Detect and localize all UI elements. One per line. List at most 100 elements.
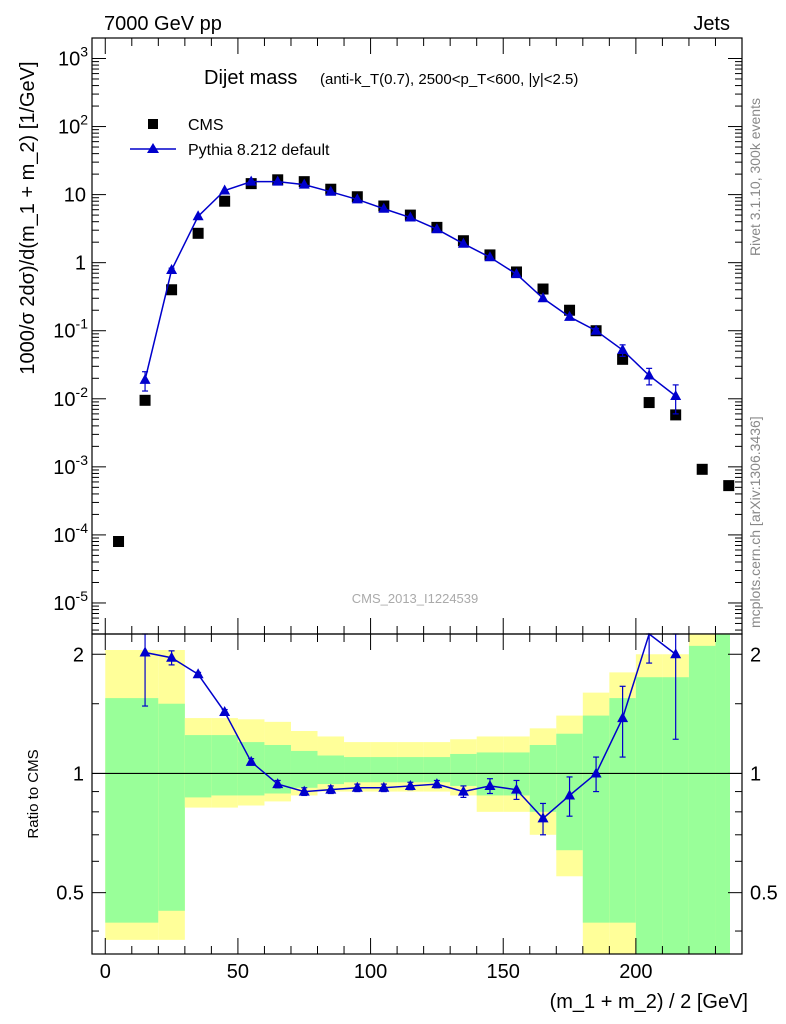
- ratio-pythia-point: [617, 712, 629, 723]
- inner-band-segment: [450, 753, 477, 786]
- main-data-layer: [113, 174, 735, 548]
- ratio-pythia-point: [219, 705, 231, 716]
- ratio-pythia-point: [564, 789, 576, 800]
- pythia-data-point: [617, 344, 629, 355]
- pythia-data-point: [404, 211, 416, 222]
- inner-band-segment: [715, 634, 730, 954]
- legend-label-pythia: Pythia 8.212 default: [188, 142, 330, 159]
- pythia-data-point: [139, 373, 151, 384]
- cms-data-point: [564, 304, 576, 316]
- ratio-ticks: 0 50 100 150 200 0.5 0.5 1 1 2 2: [56, 634, 778, 983]
- watermark: CMS_2013_I1224539: [352, 591, 479, 606]
- pythia-data-point: [564, 310, 576, 321]
- cms-data-point: [219, 195, 231, 207]
- pythia-data-point: [325, 185, 337, 196]
- pythia-data-point: [378, 202, 390, 213]
- pythia-data-point: [166, 264, 178, 275]
- y-tick-label: 10-1: [53, 316, 88, 343]
- ratio-pythia-point: [272, 778, 284, 789]
- pythia-data-point: [245, 175, 257, 186]
- cms-data-point: [537, 283, 549, 295]
- ratio-pythia-point: [351, 781, 363, 792]
- pythia-data-point: [431, 223, 443, 234]
- inner-band-segment: [529, 744, 557, 812]
- y-tick-label: 103: [58, 43, 88, 70]
- plot-title-detail: (anti-k_T(0.7), 2500<p_T<600, |y|<2.5): [320, 71, 578, 88]
- x-tick-label: 100: [354, 961, 387, 983]
- cms-data-point: [617, 353, 629, 365]
- pythia-data-point: [219, 184, 231, 195]
- ratio-pythia-point: [192, 668, 204, 679]
- ratio-plot-panel: 0 50 100 150 200 0.5 0.5 1 1 2 2 Ratio to CMS (m_1…: [25, 632, 778, 1013]
- inner-band-segment: [423, 757, 451, 783]
- pythia-data-point: [643, 369, 655, 380]
- main-plot-panel: 10-5 10-4 10-3 10-2 10-1 1 10 102 103 Dijet mass…: [17, 37, 743, 635]
- cms-data-point: [113, 536, 125, 548]
- inner-band-segment: [290, 750, 318, 788]
- inner-band-segment: [370, 757, 398, 783]
- main-y-axis-label: 1000/σ 2dσ)/d(m_1 + m_2) [1/GeV]: [17, 61, 39, 374]
- ratio-pythia-point: [484, 779, 496, 790]
- inner-band-segment: [344, 757, 371, 783]
- main-x-ticks: [104, 38, 743, 634]
- ratio-y-tick-label: 0.5: [56, 883, 84, 905]
- main-y-ticks: 10-5 10-4 10-3 10-2 10-1 1 10 102 103: [53, 37, 742, 631]
- pythia-data-point: [670, 389, 682, 400]
- cms-data-point: [192, 227, 204, 239]
- ratio-y-axis-label: Ratio to CMS: [25, 749, 42, 838]
- inner-band-segment: [635, 677, 663, 954]
- ratio-pythia-point: [537, 812, 549, 823]
- inner-band-segment: [158, 703, 185, 911]
- cms-data-point: [166, 284, 178, 296]
- pythia-data-point: [298, 178, 310, 189]
- ratio-pythia-point: [245, 755, 257, 766]
- legend-marker-pythia: [147, 143, 159, 153]
- legend-label-cms: CMS: [188, 117, 224, 134]
- ratio-pythia-point: [378, 781, 390, 792]
- y-tick-label: 10: [64, 185, 86, 207]
- pythia-data-point: [457, 237, 469, 248]
- side-label-site: mcplots.cern.ch [arXiv:1306.3436]: [747, 416, 763, 628]
- ratio-pythia-point: [510, 783, 522, 794]
- ratio-pythia-point: [670, 648, 682, 659]
- pythia-data-point: [590, 324, 602, 335]
- ratio-pythia-point: [590, 767, 602, 778]
- ratio-pythia-point: [325, 783, 337, 794]
- plot-title: Dijet mass: [204, 67, 297, 89]
- inner-band-segment: [317, 755, 345, 785]
- header-left-label: 7000 GeV pp: [104, 13, 222, 35]
- legend: CMS Pythia 8.212 default: [130, 117, 330, 159]
- ratio-pythia-point: [298, 785, 310, 796]
- inner-band-segment: [211, 735, 238, 796]
- ratio-pythia-point: [404, 779, 416, 790]
- inner-band-segment: [105, 698, 159, 923]
- ratio-pythia-point: [431, 778, 443, 789]
- y-tick-label: 1: [75, 253, 86, 275]
- pythia-data-point: [192, 210, 204, 221]
- header-right-label: Jets: [693, 13, 730, 35]
- cms-data-point: [139, 394, 151, 406]
- x-tick-label: 150: [487, 961, 520, 983]
- y-tick-label: 10-3: [53, 452, 88, 479]
- y-tick-label: 10-4: [53, 520, 88, 547]
- x-tick-label: 50: [227, 961, 249, 983]
- inner-band-segment: [582, 715, 610, 923]
- ratio-plot-frame: [91, 633, 743, 955]
- ratio-uncertainty-bands: [105, 634, 730, 954]
- legend-marker-cms: [148, 119, 158, 129]
- ratio-y-tick-label: 2: [73, 644, 84, 666]
- ratio-y-tick-label: 1: [73, 763, 84, 785]
- ratio-pythia-point: [166, 651, 178, 662]
- inner-band-segment: [688, 645, 716, 954]
- cms-data-point: [696, 463, 708, 475]
- y-tick-label: 10-5: [53, 588, 88, 615]
- y-tick-label: 10-2: [53, 384, 88, 411]
- cms-data-point: [670, 409, 682, 421]
- y-tick-label: 102: [58, 112, 88, 139]
- x-tick-label: 200: [619, 961, 652, 983]
- x-axis-label: (m_1 + m_2) / 2 [GeV]: [550, 991, 748, 1013]
- x-tick-label: 0: [100, 961, 111, 983]
- pythia-data-point: [351, 193, 363, 204]
- inner-band-segment: [184, 735, 212, 798]
